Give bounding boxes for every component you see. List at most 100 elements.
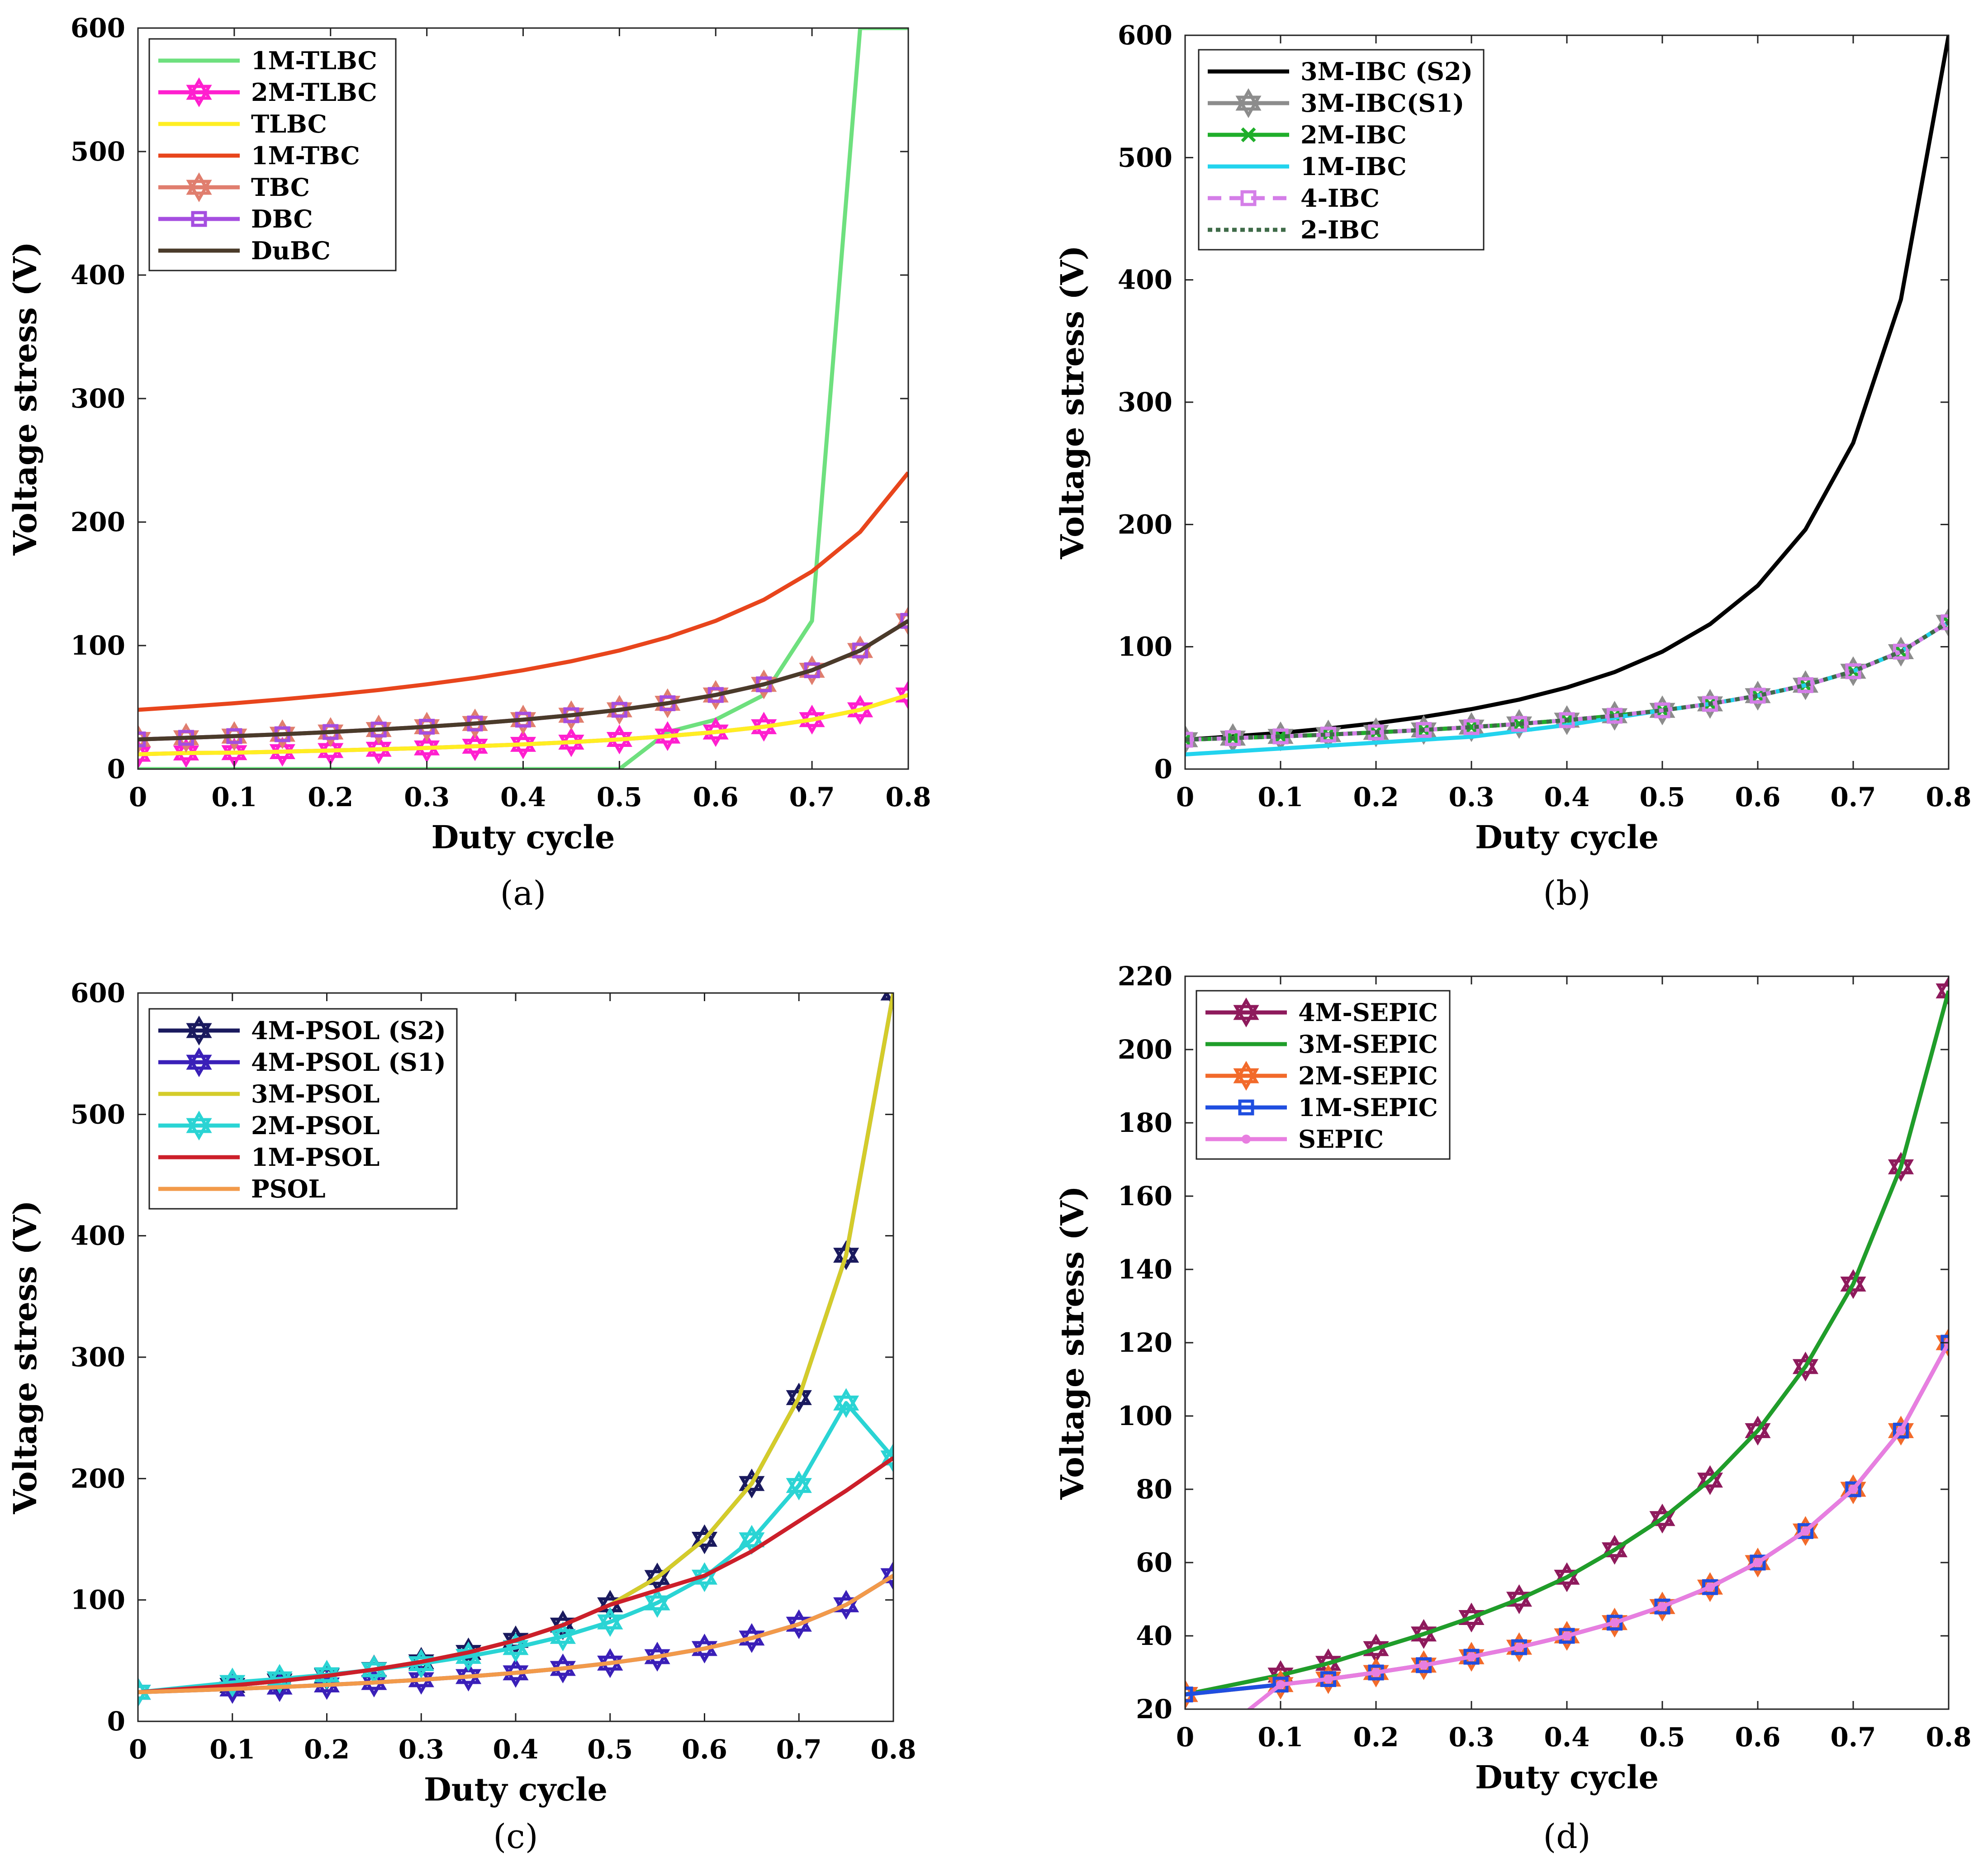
x-tick-label: 0.8 — [886, 782, 931, 812]
data-point — [1893, 1422, 1909, 1439]
x-axis-label: Duty cycle — [431, 818, 615, 856]
x-tick-label: 0.7 — [776, 1734, 822, 1765]
legend-item: PSOL — [158, 1174, 326, 1203]
x-tick-label: 0.7 — [1831, 782, 1876, 812]
y-tick-label: 300 — [1118, 387, 1172, 418]
legend-label: 2M-PSOL — [251, 1111, 380, 1140]
data-point-tri-up — [880, 1443, 893, 1466]
y-tick-label: 400 — [71, 1221, 125, 1251]
data-point — [1273, 729, 1288, 744]
y-tick-label: 180 — [1118, 1107, 1172, 1138]
data-point-tri-down — [138, 1685, 151, 1707]
y-axis-label: Voltage stress (V) — [1053, 1186, 1091, 1500]
data-point-tri-up — [786, 1470, 812, 1493]
y-tick-label: 200 — [1118, 509, 1172, 540]
data-point-tri-up — [550, 1653, 576, 1676]
data-point-tri-down — [597, 1655, 623, 1678]
legend-label: TBC — [251, 173, 310, 202]
series-line — [138, 471, 908, 712]
chart-panel-b: 0 0.1 0.2 0.3 0.4 0.5 0.6 0.7 0.8 0 100 200 300 400 50… — [1053, 20, 1971, 913]
x-tick-label: 0.6 — [682, 1734, 727, 1765]
series-TLBC — [138, 693, 908, 756]
y-tick-label: 300 — [71, 1342, 125, 1373]
legend-marker-tri-down — [186, 180, 212, 203]
x-tick-label: 0.4 — [493, 1734, 539, 1765]
x-tick-label: 0.2 — [1353, 1722, 1399, 1753]
data-point-tri-down — [833, 1395, 859, 1418]
data-point-tri-down — [799, 712, 825, 735]
data-point — [852, 642, 868, 659]
data-point — [739, 1525, 765, 1555]
y-tick-label: 600 — [1118, 20, 1172, 51]
y-tick-label: 80 — [1136, 1474, 1172, 1505]
data-point-tri-up — [408, 1665, 434, 1687]
legend-marker-tri-down — [1233, 1005, 1259, 1028]
data-point-tri-up — [702, 717, 729, 740]
y-tick-label: 100 — [71, 1585, 125, 1615]
legend-label: 1M-IBC — [1300, 152, 1407, 181]
data-point — [558, 727, 584, 757]
data-point-tri-down — [414, 740, 440, 763]
x-tick-label: 0.4 — [1544, 1722, 1590, 1753]
x-tick-label: 0.4 — [500, 782, 546, 812]
legend-item: TBC — [158, 172, 310, 203]
y-tick-label: 40 — [1136, 1620, 1172, 1651]
data-point — [1845, 1481, 1861, 1497]
x-tick-label: 0.1 — [1258, 1722, 1304, 1753]
data-point-tri-up — [173, 738, 199, 760]
data-point-tri-down — [606, 732, 632, 755]
x-tick-label: 0.5 — [587, 1734, 633, 1765]
legend-item: 3M-IBC (S2) — [1208, 57, 1473, 86]
data-point-tri-down — [884, 993, 893, 1008]
x-tick-label: 0.3 — [1449, 1722, 1495, 1753]
y-tick-label: 100 — [1118, 1401, 1172, 1431]
legend-item: 1M-IBC — [1208, 152, 1407, 181]
data-point — [462, 731, 488, 761]
data-point-tri-up — [138, 739, 151, 762]
data-point-tri-down — [361, 1662, 387, 1685]
legend-item: 4M-PSOL (S2) — [158, 1015, 446, 1046]
y-tick-label: 600 — [71, 978, 125, 1008]
data-point — [702, 717, 729, 747]
data-point — [1371, 1668, 1381, 1677]
data-point — [833, 1388, 859, 1418]
data-point — [1801, 1526, 1810, 1536]
data-point-tri-up — [606, 724, 632, 747]
data-point — [597, 1648, 623, 1678]
x-tick-label: 0.6 — [1735, 782, 1781, 812]
chart-panel-c: 0 0.1 0.2 0.3 0.4 0.5 0.6 0.7 0.8 0 100 200 300 400 50… — [6, 978, 916, 1856]
x-tick-label: 0.1 — [1258, 782, 1304, 812]
data-point-tri-down — [786, 1478, 812, 1501]
x-axis-label: Duty cycle — [1475, 818, 1659, 856]
data-point-tri-up — [221, 737, 247, 760]
data-point-tri-up — [455, 1661, 482, 1684]
data-point — [900, 613, 908, 629]
data-point-tri-down — [462, 739, 488, 761]
legend-label: 2M-SEPIC — [1298, 1061, 1438, 1090]
data-point — [1185, 1687, 1193, 1703]
chart-panel-a: 0 0.1 0.2 0.3 0.4 0.5 0.6 0.7 0.8 0 100 200 300 400 50… — [6, 13, 931, 913]
data-point — [1792, 1351, 1819, 1382]
data-point-tri-down — [691, 1569, 718, 1592]
x-tick-label: 0.7 — [789, 782, 835, 812]
legend-label: SEPIC — [1298, 1125, 1384, 1154]
series-line — [138, 619, 908, 741]
legend-marker-tri-up — [1233, 997, 1259, 1020]
legend-marker — [1242, 1135, 1251, 1144]
data-point — [1893, 643, 1909, 660]
legend-label: 3M-SEPIC — [1298, 1030, 1438, 1059]
series-line — [1185, 990, 1949, 1697]
legend-marker-tri-down — [186, 1023, 212, 1046]
legend-item: 4M-PSOL (S1) — [158, 1047, 446, 1078]
legend-item: DBC — [158, 204, 313, 233]
legend-item: 2M-TLBC — [158, 77, 377, 108]
y-tick-label: 0 — [1154, 754, 1172, 784]
data-point-tri-up — [510, 729, 536, 752]
data-point — [1705, 1582, 1715, 1592]
panel-caption: (c) — [493, 1817, 538, 1856]
legend-label: PSOL — [251, 1174, 326, 1203]
data-point-tri-down — [503, 1665, 529, 1688]
data-point-b — [1512, 716, 1527, 732]
y-tick-label: 500 — [71, 1099, 125, 1130]
legend-label: 4M-PSOL (S2) — [251, 1016, 446, 1045]
